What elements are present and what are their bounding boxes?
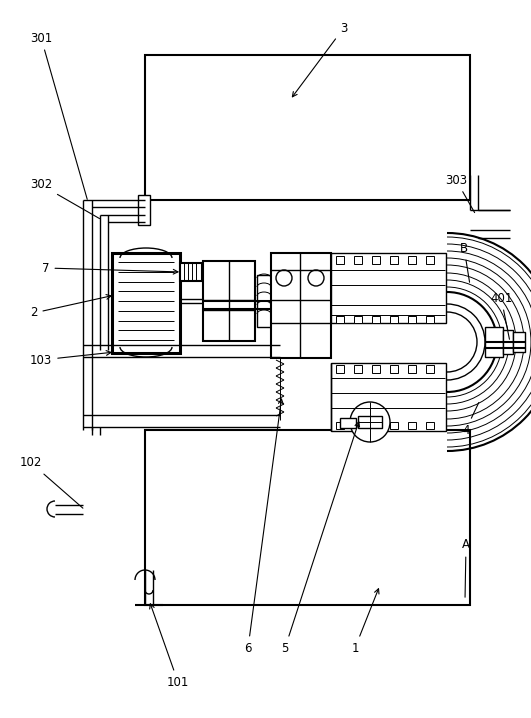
Circle shape (308, 270, 324, 286)
Bar (354, 365, 362, 373)
Bar (331, 363, 446, 431)
Bar (408, 365, 416, 373)
Bar (390, 316, 398, 323)
Bar (485, 327, 503, 357)
Bar (503, 330, 513, 354)
Bar (390, 365, 398, 373)
Bar (331, 253, 446, 323)
Bar (145, 55, 470, 200)
Bar (426, 365, 434, 373)
Text: 401: 401 (490, 292, 512, 340)
Bar (408, 256, 416, 264)
Bar (138, 195, 150, 225)
Bar (336, 365, 344, 373)
Text: 7: 7 (42, 261, 178, 274)
Bar (426, 256, 434, 264)
Text: 101: 101 (150, 604, 189, 689)
Bar (372, 316, 380, 323)
Circle shape (350, 402, 390, 442)
Text: 302: 302 (30, 179, 100, 218)
Bar (340, 418, 356, 428)
Text: B: B (460, 241, 469, 282)
Bar (372, 256, 380, 264)
Bar (257, 275, 271, 327)
Text: 6: 6 (244, 399, 283, 655)
Bar (203, 261, 255, 341)
Bar (390, 422, 398, 429)
Bar (112, 253, 180, 353)
Bar (372, 365, 380, 373)
Text: A: A (462, 538, 470, 597)
Bar (271, 253, 331, 358)
Bar (358, 416, 382, 428)
Bar (390, 256, 398, 264)
Bar (408, 316, 416, 323)
Bar (408, 422, 416, 429)
Text: 301: 301 (30, 32, 87, 200)
Bar (336, 422, 344, 429)
Bar (145, 430, 470, 605)
Bar (180, 263, 202, 281)
Bar (426, 316, 434, 323)
Text: 3: 3 (293, 22, 347, 97)
Text: 303: 303 (445, 174, 475, 213)
Bar (354, 422, 362, 429)
Text: 103: 103 (30, 350, 111, 366)
Bar (354, 316, 362, 323)
Text: 102: 102 (20, 457, 83, 508)
Text: 1: 1 (351, 589, 379, 655)
Text: 5: 5 (281, 421, 359, 655)
Bar (513, 332, 525, 352)
Bar (426, 422, 434, 429)
Circle shape (276, 270, 292, 286)
Text: 2: 2 (30, 294, 111, 320)
Text: 4: 4 (462, 403, 479, 437)
Bar (354, 256, 362, 264)
Bar (336, 316, 344, 323)
Bar (372, 422, 380, 429)
Bar (336, 256, 344, 264)
